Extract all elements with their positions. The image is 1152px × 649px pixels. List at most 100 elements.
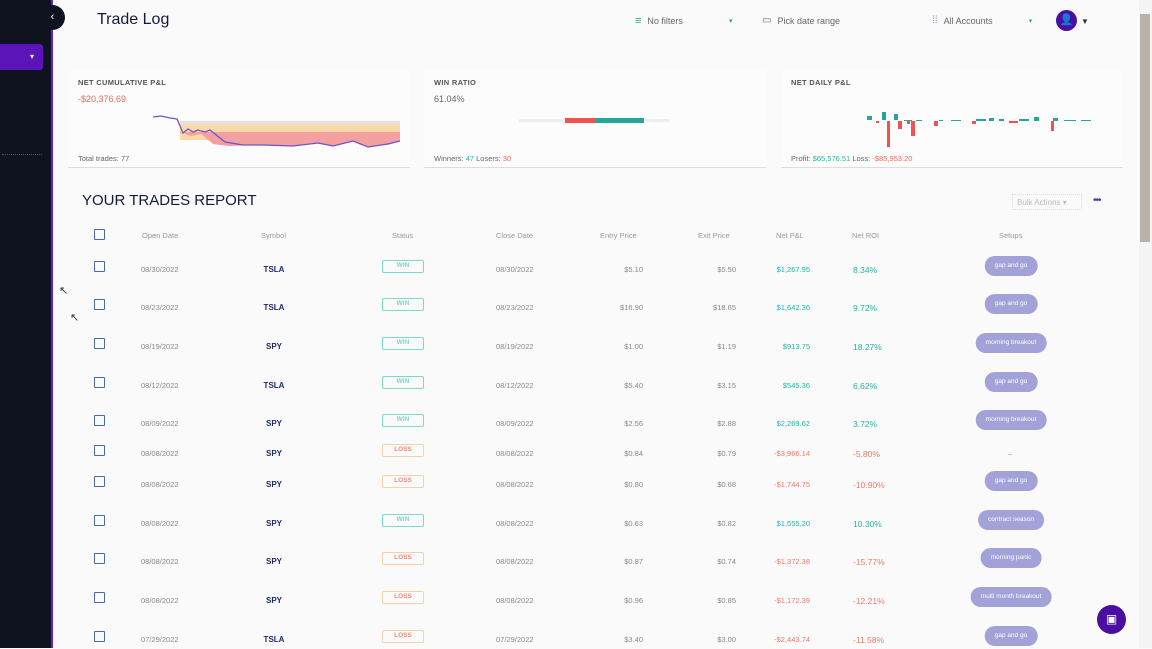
- table-row[interactable]: 08/09/2022 SPY WIN 08/09/2022 $2.56 $2.8…: [0, 410, 1130, 433]
- chevron-down-icon[interactable]: ▼: [1081, 17, 1089, 26]
- row-checkbox[interactable]: [94, 377, 105, 388]
- entry-price: $0.96: [624, 596, 643, 605]
- col-net-pnl[interactable]: Net P&L: [776, 231, 804, 240]
- table-row[interactable]: 08/19/2022 SPY WIN 08/19/2022 $1.00 $1.1…: [0, 333, 1130, 356]
- close-date: 08/08/2022: [496, 557, 534, 566]
- row-checkbox[interactable]: [94, 445, 105, 456]
- col-net-roi[interactable]: Net ROI: [852, 231, 880, 240]
- open-date: 08/08/2022: [141, 596, 179, 605]
- table-row[interactable]: 08/08/2022 SPY WIN 08/08/2022 $0.63 $0.8…: [0, 510, 1130, 533]
- total-trades: Total trades: 77: [78, 154, 130, 163]
- row-checkbox[interactable]: [94, 338, 105, 349]
- symbol[interactable]: SPY: [265, 519, 283, 528]
- col-symbol[interactable]: Symbol: [261, 231, 287, 240]
- table-row[interactable]: 08/23/2022 TSLA WIN 08/23/2022 $16.90 $1…: [0, 294, 1130, 317]
- status-badge: LOSS: [382, 591, 424, 604]
- setup-tag[interactable]: gap and go: [984, 471, 1038, 491]
- net-roi: -5.80%: [853, 449, 880, 459]
- exit-price: $0.85: [717, 596, 736, 605]
- table-row[interactable]: 08/30/2022 TSLA WIN 08/30/2022 $5.10 $5.…: [0, 256, 1130, 279]
- table-row[interactable]: 08/12/2022 TSLA WIN 08/12/2022 $5.40 $3.…: [0, 372, 1130, 395]
- scrollbar-thumb[interactable]: [1140, 14, 1150, 242]
- col-setups[interactable]: Setups: [999, 231, 1023, 240]
- select-all-checkbox[interactable]: [94, 229, 105, 240]
- page-title: Trade Log: [97, 11, 170, 28]
- table-row[interactable]: 08/08/2022 SPY LOSS 08/08/2022 $0.96 $0.…: [0, 587, 1130, 610]
- close-date: 08/08/2022: [496, 480, 534, 489]
- open-date: 08/30/2022: [141, 265, 179, 274]
- table-row[interactable]: 07/29/2022 TSLA LOSS 07/29/2022 $3.40 $3…: [0, 626, 1130, 649]
- close-date: 07/29/2022: [496, 635, 534, 644]
- cumulative-pnl-chart: [153, 115, 401, 148]
- accounts-dropdown[interactable]: ⁞⁞ All Accounts ▾: [932, 15, 1033, 26]
- close-date: 08/08/2022: [496, 596, 534, 605]
- table-row[interactable]: 08/08/2022 SPY LOSS 08/08/2022 $0.84 $0.…: [0, 443, 1130, 463]
- net-roi: 8.34%: [853, 265, 878, 275]
- symbol[interactable]: SPY: [265, 480, 283, 489]
- net-roi: -15.77%: [853, 557, 885, 567]
- setup-empty: –: [1008, 449, 1013, 458]
- symbol[interactable]: TSLA: [263, 265, 285, 274]
- setup-tag[interactable]: gap and go: [984, 626, 1038, 646]
- cumulative-pnl-value: -$20,376.69: [78, 94, 127, 104]
- symbol[interactable]: SPY: [265, 449, 283, 458]
- row-checkbox[interactable]: [94, 415, 105, 426]
- more-options-icon[interactable]: •••: [1093, 195, 1101, 206]
- exit-price: $0.79: [717, 449, 736, 458]
- row-checkbox[interactable]: [94, 299, 105, 310]
- setup-tag[interactable]: morning breakout: [975, 333, 1047, 353]
- row-checkbox[interactable]: [94, 515, 105, 526]
- status-badge: WIN: [382, 514, 424, 527]
- bulk-actions-dropdown[interactable]: Bulk Actions ▾: [1012, 194, 1082, 210]
- col-status[interactable]: Status: [392, 231, 414, 240]
- setup-tag[interactable]: gap and go: [984, 372, 1038, 392]
- symbol[interactable]: TSLA: [263, 303, 285, 312]
- setup-tag[interactable]: multi month breakout: [970, 587, 1052, 607]
- close-date: 08/23/2022: [496, 303, 534, 312]
- table-row[interactable]: 08/08/2022 SPY LOSS 08/08/2022 $0.87 $0.…: [0, 548, 1130, 571]
- sidebar: ▾: [0, 0, 53, 648]
- net-daily-pnl-card: NET DAILY P&L Profit: $65,576.51 Loss: -…: [781, 70, 1123, 168]
- net-pnl: -$1,372.38: [774, 557, 810, 566]
- collapse-sidebar-icon[interactable]: ‹: [40, 5, 65, 30]
- setup-tag[interactable]: gap and go: [984, 256, 1038, 276]
- setup-tag[interactable]: gap and go: [984, 294, 1038, 314]
- row-checkbox[interactable]: [94, 553, 105, 564]
- col-close-date[interactable]: Close Date: [496, 231, 534, 240]
- net-roi: 18.27%: [853, 342, 882, 352]
- date-range-picker[interactable]: ▭ Pick date range: [762, 15, 840, 26]
- net-roi: -11.58%: [853, 635, 885, 645]
- row-checkbox[interactable]: [94, 476, 105, 487]
- setup-tag[interactable]: contract season: [978, 510, 1044, 530]
- col-exit-price[interactable]: Exit Price: [698, 231, 730, 240]
- symbol[interactable]: SPY: [265, 419, 283, 428]
- col-entry-price[interactable]: Entry Price: [600, 231, 637, 240]
- status-badge: LOSS: [382, 475, 424, 488]
- exit-price: $0.82: [717, 519, 736, 528]
- col-open-date[interactable]: Open Date: [142, 231, 179, 240]
- open-date: 08/23/2022: [141, 303, 179, 312]
- exit-price: $5.50: [717, 265, 736, 274]
- table-row[interactable]: 08/08/2022 SPY LOSS 08/08/2022 $0.80 $0.…: [0, 471, 1130, 494]
- net-pnl: -$2,443.74: [774, 635, 810, 644]
- avatar[interactable]: 👤: [1056, 10, 1077, 31]
- sidebar-dropdown-button[interactable]: ▾: [0, 44, 43, 70]
- open-date: 08/08/2022: [141, 480, 179, 489]
- card-title: NET DAILY P&L: [791, 78, 851, 87]
- row-checkbox[interactable]: [94, 631, 105, 642]
- filters-dropdown[interactable]: ≡ No filters ▾: [635, 15, 733, 27]
- card-title: WIN RATIO: [434, 78, 477, 87]
- setup-tag[interactable]: morning breakout: [975, 410, 1047, 430]
- report-title: YOUR TRADES REPORT: [82, 192, 257, 209]
- net-roi: 6.62%: [853, 381, 878, 391]
- entry-price: $0.84: [624, 449, 643, 458]
- symbol[interactable]: SPY: [265, 557, 283, 566]
- row-checkbox[interactable]: [94, 592, 105, 603]
- row-checkbox[interactable]: [94, 261, 105, 272]
- chat-support-button[interactable]: ▣: [1097, 605, 1126, 634]
- symbol[interactable]: SPY: [265, 596, 283, 605]
- symbol[interactable]: SPY: [265, 342, 283, 351]
- setup-tag[interactable]: morning panic: [980, 548, 1042, 568]
- symbol[interactable]: TSLA: [263, 381, 285, 390]
- symbol[interactable]: TSLA: [263, 635, 285, 644]
